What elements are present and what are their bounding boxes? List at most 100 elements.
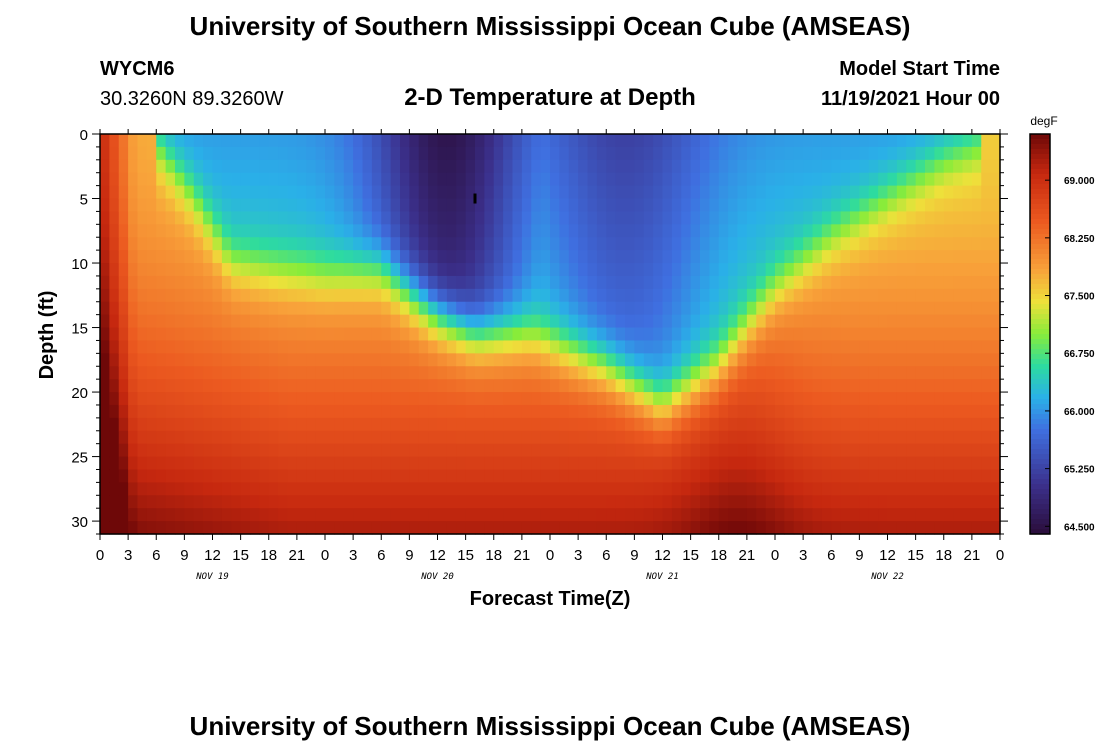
- heatmap-cell: [165, 379, 176, 393]
- heatmap-cell: [362, 263, 373, 277]
- heatmap-cell: [943, 327, 954, 342]
- heatmap-cell: [765, 250, 776, 264]
- heatmap-cell: [953, 275, 964, 290]
- heatmap-cell: [268, 134, 279, 148]
- heatmap-cell: [203, 224, 214, 238]
- heatmap-cell: [971, 404, 982, 419]
- heatmap-cell: [371, 327, 382, 342]
- heatmap-cell: [887, 340, 898, 354]
- heatmap-cell: [109, 430, 120, 445]
- heatmap-cell: [737, 301, 748, 316]
- chart-subtitle: 2-D Temperature at Depth: [404, 84, 696, 111]
- heatmap-cell: [334, 159, 345, 174]
- heatmap-cell: [990, 417, 1001, 432]
- heatmap-cell: [700, 495, 710, 509]
- heatmap-cell: [784, 430, 795, 445]
- heatmap-cell: [493, 469, 504, 483]
- heatmap-cell: [568, 508, 579, 522]
- heatmap-cell: [390, 508, 401, 522]
- heatmap-cell: [268, 379, 279, 393]
- heatmap-cell: [906, 521, 917, 535]
- heatmap-cell: [531, 353, 542, 367]
- heatmap-cell: [859, 211, 870, 225]
- heatmap-cell: [775, 224, 785, 238]
- heatmap-cell: [859, 159, 870, 174]
- heatmap-cell: [109, 417, 120, 432]
- heatmap-cell: [728, 469, 739, 483]
- heatmap-cell: [878, 404, 889, 419]
- heatmap-cell: [203, 495, 214, 509]
- heatmap-cell: [934, 159, 945, 174]
- heatmap-cell: [306, 134, 317, 148]
- heatmap-cell: [559, 224, 570, 238]
- heatmap-cell: [400, 224, 410, 238]
- colorbar-tick-label: 67.500: [1064, 292, 1095, 303]
- heatmap-cell: [887, 159, 898, 174]
- colorbar-tick-label: 66.000: [1064, 407, 1095, 418]
- heatmap-cell: [878, 430, 889, 445]
- heatmap-cell: [146, 430, 157, 445]
- heatmap-cell: [100, 237, 110, 251]
- heatmap-cell: [559, 172, 570, 187]
- heatmap-cell: [371, 456, 382, 471]
- heatmap-cell: [587, 327, 598, 342]
- heatmap-cell: [700, 224, 710, 238]
- heatmap-cell: [146, 379, 157, 393]
- heatmap-cell: [156, 185, 167, 200]
- heatmap-cell: [803, 404, 814, 419]
- heatmap-cell: [475, 443, 485, 458]
- heatmap-cell: [437, 430, 448, 445]
- heatmap-cell: [484, 185, 495, 200]
- heatmap-cell: [765, 379, 776, 393]
- heatmap-cell: [709, 275, 720, 290]
- heatmap-cell: [859, 508, 870, 522]
- heatmap-cell: [175, 224, 185, 238]
- heatmap-cell: [203, 482, 214, 496]
- heatmap-cell: [615, 392, 626, 406]
- heatmap-cell: [859, 301, 870, 316]
- heatmap-cell: [550, 314, 560, 329]
- colorbar-segment: [1030, 204, 1050, 210]
- heatmap-cell: [437, 288, 448, 303]
- heatmap-cell: [943, 198, 954, 213]
- heatmap-cell: [840, 275, 851, 290]
- colorbar-segment: [1030, 469, 1050, 475]
- heatmap-cell: [812, 211, 823, 225]
- heatmap-cell: [981, 159, 992, 174]
- heatmap-cell: [278, 495, 289, 509]
- heatmap-cell: [390, 301, 401, 316]
- heatmap-cell: [690, 159, 701, 174]
- heatmap-cell: [484, 353, 495, 367]
- heatmap-cell: [662, 495, 673, 509]
- heatmap-cell: [821, 353, 832, 367]
- heatmap-cell: [643, 366, 654, 380]
- heatmap-cell: [371, 495, 382, 509]
- heatmap-cell: [981, 404, 992, 419]
- heatmap-cell: [146, 508, 157, 522]
- heatmap-cell: [334, 224, 345, 238]
- heatmap-cell: [100, 146, 110, 161]
- colorbar-segment: [1030, 474, 1050, 480]
- heatmap-cell: [981, 353, 992, 367]
- heatmap-cell: [400, 327, 410, 342]
- heatmap-cell: [906, 430, 917, 445]
- heatmap-cell: [643, 495, 654, 509]
- heatmap-cell: [465, 159, 476, 174]
- heatmap-cell: [962, 185, 973, 200]
- heatmap-cell: [343, 456, 354, 471]
- heatmap-cell: [578, 314, 589, 329]
- heatmap-cell: [100, 340, 110, 354]
- heatmap-cell: [475, 185, 485, 200]
- heatmap-cell: [990, 495, 1001, 509]
- heatmap-cell: [100, 508, 110, 522]
- heatmap-cell: [128, 211, 139, 225]
- heatmap-cell: [784, 495, 795, 509]
- heatmap-cell: [118, 404, 129, 419]
- heatmap-cell: [325, 288, 335, 303]
- heatmap-cell: [962, 521, 973, 535]
- colorbar-segment: [1030, 334, 1050, 340]
- heatmap-cell: [184, 301, 195, 316]
- heatmap-cell: [353, 288, 364, 303]
- heatmap-cell: [390, 495, 401, 509]
- heatmap-cell: [653, 379, 664, 393]
